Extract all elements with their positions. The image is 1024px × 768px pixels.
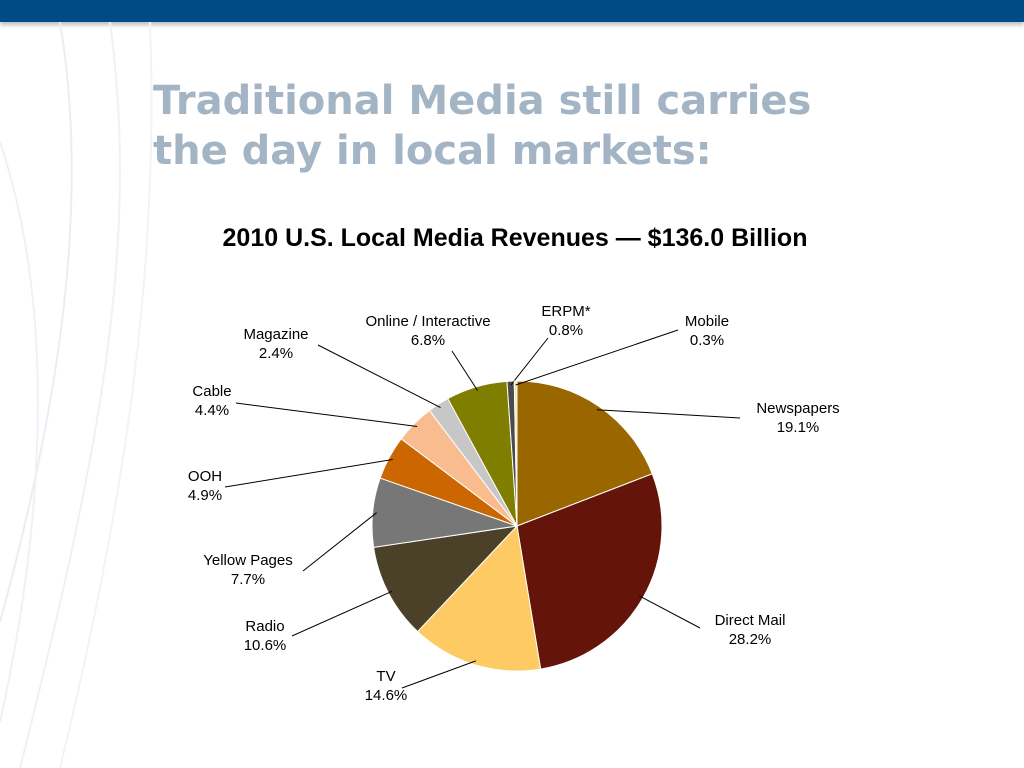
slice-value-ooh: 4.9%: [188, 487, 222, 504]
slide-title: Traditional Media still carries the day …: [153, 76, 913, 176]
slice-label-direct-mail: Direct Mail: [715, 612, 786, 629]
slice-label-newspapers: Newspapers: [756, 400, 839, 417]
pie-slice-mobile: [513, 380, 518, 527]
slice-label-cable: Cable: [192, 383, 231, 400]
slice-label-yellow-pages: Yellow Pages: [203, 552, 293, 569]
slice-value-magazine: 2.4%: [259, 345, 293, 362]
leader-line-direct-mail: [639, 595, 701, 629]
leader-line-radio: [291, 590, 393, 637]
slice-value-erpm: 0.8%: [549, 322, 583, 339]
leader-line-newspapers: [596, 409, 741, 419]
slide-title-line-1: Traditional Media still carries: [153, 78, 812, 124]
chart-title: 2010 U.S. Local Media Revenues — $136.0 …: [222, 224, 808, 252]
slice-value-radio: 10.6%: [244, 637, 287, 654]
slice-value-tv: 14.6%: [365, 687, 408, 704]
slice-value-cable: 4.4%: [195, 402, 229, 419]
slide-title-line-2: the day in local markets:: [153, 128, 712, 174]
leader-line-mobile: [515, 329, 679, 386]
slice-value-newspapers: 19.1%: [777, 419, 820, 436]
leader-line-ooh: [224, 459, 393, 488]
leader-line-erpm: [510, 337, 549, 386]
slice-label-ooh: OOH: [188, 468, 222, 485]
slice-value-online-interactive: 6.8%: [411, 332, 445, 349]
leader-line-tv: [401, 660, 477, 689]
leader-line-online-interactive: [451, 350, 479, 391]
leader-line-cable: [235, 402, 418, 427]
background-swoosh-decoration: [0, 22, 153, 768]
slice-label-erpm: ERPM*: [541, 303, 590, 320]
slice-value-yellow-pages: 7.7%: [231, 571, 265, 588]
slice-label-magazine: Magazine: [243, 326, 308, 343]
slice-value-direct-mail: 28.2%: [729, 631, 772, 648]
slice-value-mobile: 0.3%: [690, 332, 724, 349]
pie-slice-tv: [416, 524, 542, 672]
slice-label-mobile: Mobile: [685, 313, 729, 330]
pie-slice-newspapers: [516, 380, 653, 527]
slice-label-radio: Radio: [245, 618, 284, 635]
slice-label-online-interactive: Online / Interactive: [365, 313, 490, 330]
header-bar: [0, 0, 1024, 22]
leader-line-yellow-pages: [302, 512, 377, 572]
leader-line-magazine: [317, 344, 441, 408]
slice-label-tv: TV: [376, 668, 395, 685]
